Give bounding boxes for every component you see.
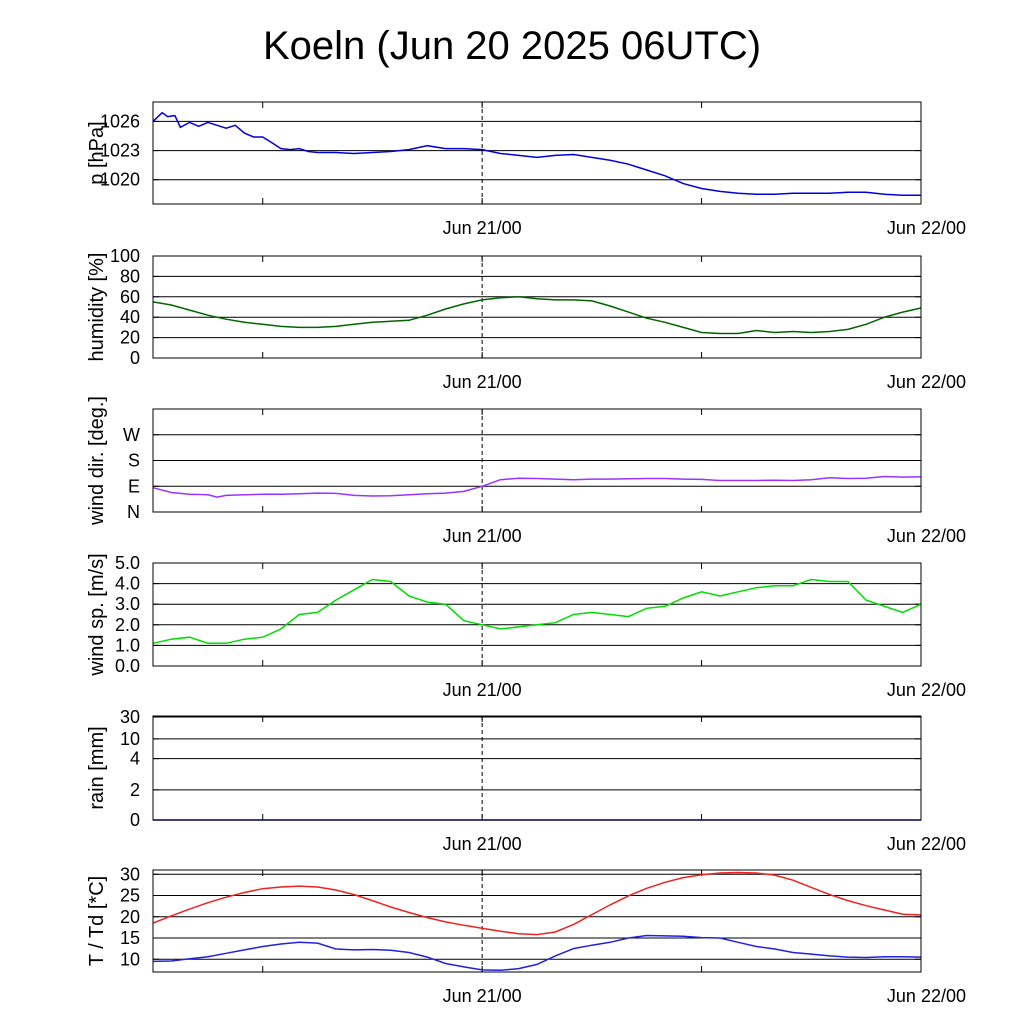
y-axis-label: humidity [%] xyxy=(86,253,108,362)
y-tick-label: 10 xyxy=(120,949,140,969)
y-tick-label: 20 xyxy=(120,328,140,348)
y-tick-label: 10 xyxy=(120,729,140,749)
plot-frame xyxy=(152,562,922,667)
y-tick-label: 15 xyxy=(120,928,140,948)
x-tick-label: Jun 22/00 xyxy=(887,986,966,1006)
series-line-0 xyxy=(152,475,922,498)
y-axis-label: wind dir. [deg.] xyxy=(86,396,108,526)
series-line-0 xyxy=(152,111,921,197)
x-tick-label: Jun 21/00 xyxy=(443,372,522,392)
x-tick-label: Jun 21/00 xyxy=(443,680,522,700)
series-line-0 xyxy=(152,296,922,335)
y-axis-label: rain [mm] xyxy=(86,726,108,809)
y-tick-label: W xyxy=(123,425,140,445)
x-tick-label: Jun 21/00 xyxy=(443,526,522,546)
series-line-0 xyxy=(152,578,922,645)
plot-frame xyxy=(152,869,922,973)
y-tick-label: 30 xyxy=(120,864,140,884)
y-tick-label: E xyxy=(128,476,140,496)
y-tick-label: 1026 xyxy=(100,111,140,131)
y-tick-label: 0 xyxy=(130,348,140,368)
y-tick-label: 60 xyxy=(120,287,140,307)
plot-frame xyxy=(152,101,922,205)
y-tick-label: 1023 xyxy=(100,141,140,161)
y-tick-label: 2.0 xyxy=(115,615,140,635)
y-axis-label: wind sp. [m/s] xyxy=(86,553,108,676)
plot-frame xyxy=(152,408,922,513)
panel-3: 0.01.02.03.04.05.0 Jun 21/00 Jun 22/00 wind… xyxy=(86,553,966,700)
series-line-1 xyxy=(152,934,922,972)
x-tick-label: Jun 22/00 xyxy=(887,680,966,700)
series-line-0 xyxy=(152,871,922,936)
y-tick-label: 20 xyxy=(120,907,140,927)
plot-frame xyxy=(152,715,922,821)
x-tick-label: Jun 22/00 xyxy=(887,372,966,392)
x-tick-label: Jun 22/00 xyxy=(887,834,966,854)
y-tick-label: 1020 xyxy=(100,170,140,190)
y-tick-label: 5.0 xyxy=(115,553,140,573)
y-tick-label: S xyxy=(128,451,140,471)
plot-frame xyxy=(152,255,922,359)
x-tick-label: Jun 21/00 xyxy=(443,218,522,238)
y-tick-label: 40 xyxy=(120,307,140,327)
y-tick-label: 4.0 xyxy=(115,574,140,594)
y-tick-label: N xyxy=(127,502,140,522)
y-axis-label: p [hPa] xyxy=(86,121,108,184)
y-tick-label: 25 xyxy=(120,886,140,906)
y-tick-label: 0 xyxy=(130,810,140,830)
panel-0: 1020 1023 1026 Jun 21/00 Jun 22/00 p [hPa] xyxy=(86,101,966,238)
x-tick-label: Jun 22/00 xyxy=(887,526,966,546)
y-tick-label: 0.0 xyxy=(115,656,140,676)
y-tick-label: 100 xyxy=(110,246,140,266)
y-tick-label: 4 xyxy=(130,749,140,769)
chart-title: Koeln (Jun 20 2025 06UTC) xyxy=(262,24,762,68)
y-tick-label: 2 xyxy=(130,780,140,800)
y-tick-label: 80 xyxy=(120,266,140,286)
y-tick-label: 1.0 xyxy=(115,635,140,655)
x-tick-label: Jun 22/00 xyxy=(887,218,966,238)
y-tick-label: 3.0 xyxy=(115,594,140,614)
x-tick-label: Jun 21/00 xyxy=(443,986,522,1006)
x-tick-label: Jun 21/00 xyxy=(443,834,522,854)
y-tick-label: 30 xyxy=(120,707,140,727)
y-axis-label: T / Td [*C] xyxy=(86,876,108,966)
